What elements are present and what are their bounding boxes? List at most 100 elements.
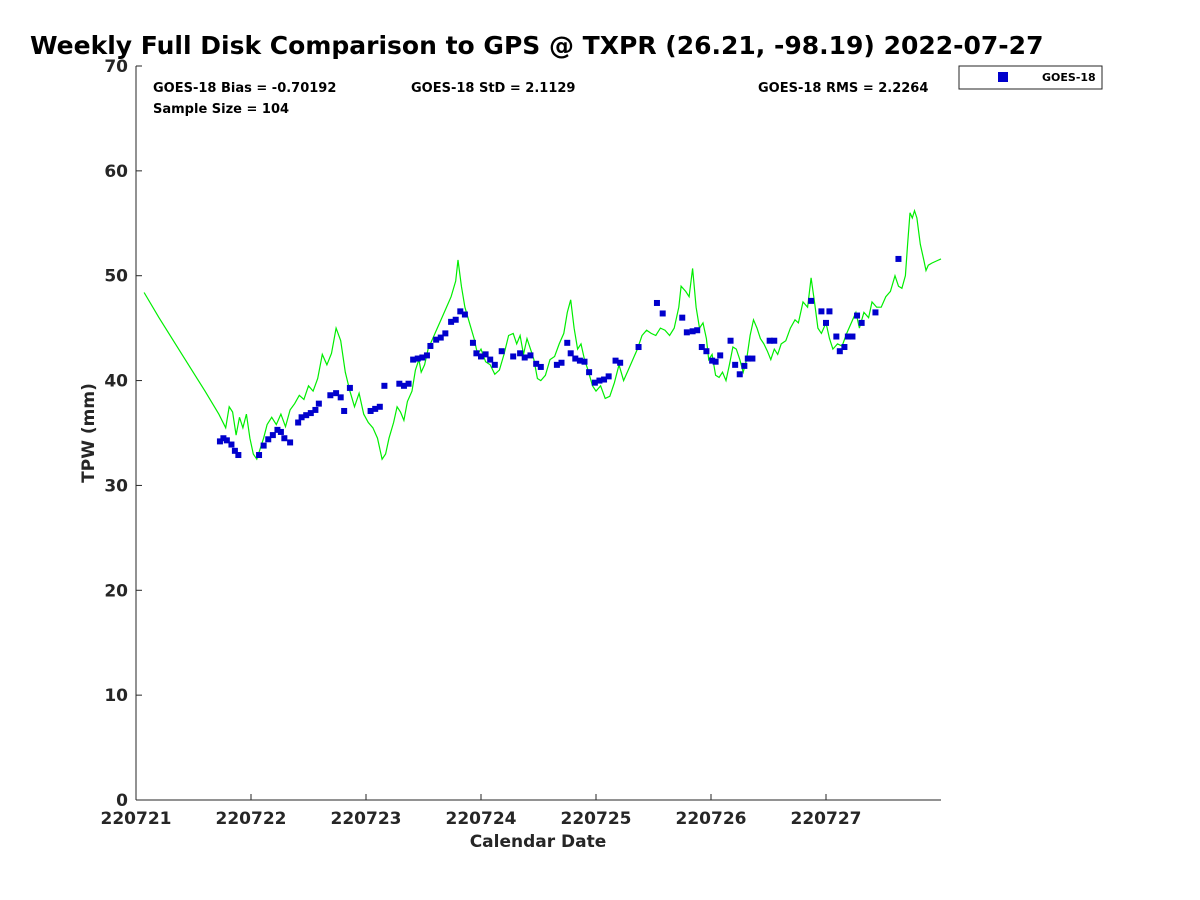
stat-std: GOES-18 StD = 2.1129: [411, 81, 575, 96]
goes18-point: [858, 319, 865, 326]
goes18-point: [617, 359, 624, 366]
goes18-point: [482, 351, 489, 358]
goes18-point: [337, 394, 344, 401]
legend: GOES-18: [958, 65, 1103, 90]
goes18-point: [744, 355, 751, 362]
goes18-point: [448, 318, 455, 325]
x-tick-label: 220726: [676, 809, 747, 829]
goes18-point: [269, 432, 276, 439]
goes18-point: [265, 436, 272, 443]
goes18-point: [872, 309, 879, 316]
goes18-point: [228, 441, 235, 448]
goes18-point: [442, 330, 449, 337]
goes18-point: [612, 357, 619, 364]
goes18-point: [698, 344, 705, 351]
goes18-point: [694, 327, 701, 334]
y-tick-label: 10: [104, 686, 128, 706]
goes18-point: [410, 356, 417, 363]
goes18-point: [223, 437, 230, 444]
goes18-point: [749, 355, 756, 362]
goes18-point: [478, 353, 484, 360]
goes18-point: [473, 350, 480, 357]
goes18-point: [818, 308, 825, 315]
goes18-point: [281, 435, 288, 442]
goes18-point: [572, 355, 579, 362]
goes18-point: [521, 354, 528, 361]
goes18-point: [341, 407, 348, 414]
goes18-point: [712, 358, 719, 365]
goes18-series: [216, 255, 902, 459]
goes18-point: [235, 452, 242, 459]
goes18-point: [405, 380, 412, 387]
y-tick-label: 40: [104, 372, 128, 392]
goes18-point: [461, 311, 468, 318]
goes18-point: [717, 352, 724, 359]
gps-line: [143, 208, 942, 461]
goes18-point: [586, 369, 593, 376]
goes18-point: [414, 355, 421, 362]
chart-title: Weekly Full Disk Comparison to GPS @ TXP…: [30, 31, 1043, 60]
goes18-point: [854, 312, 861, 319]
goes18-point: [841, 344, 848, 351]
goes18-point: [457, 308, 464, 315]
stat-rms: GOES-18 RMS = 2.2264: [758, 81, 928, 96]
gps-series: [143, 208, 942, 461]
goes18-point: [564, 339, 571, 346]
goes18-point: [274, 426, 281, 433]
goes18-point: [581, 358, 588, 365]
y-tick-label: 70: [104, 57, 128, 77]
goes18-point: [510, 353, 517, 360]
goes18-point: [423, 352, 430, 359]
goes18-point: [396, 380, 403, 387]
goes18-point: [376, 403, 383, 410]
goes18-point: [298, 414, 305, 421]
goes18-point: [766, 337, 773, 344]
goes18-point: [498, 348, 505, 355]
goes18-point: [419, 354, 426, 361]
goes18-point: [833, 333, 840, 340]
goes18-point: [381, 382, 388, 389]
goes18-point: [576, 357, 583, 364]
y-tick-label: 50: [104, 267, 128, 287]
goes18-point: [601, 376, 608, 383]
goes18-point: [315, 400, 322, 407]
stat-sample-size: Sample Size = 104: [153, 102, 289, 117]
goes18-point: [849, 333, 856, 340]
goes18-point: [635, 344, 642, 351]
goes18-point: [653, 299, 660, 306]
stat-bias: GOES-18 Bias = -0.70192: [153, 81, 336, 96]
goes18-point: [826, 308, 833, 315]
y-tick-label: 60: [104, 162, 128, 182]
y-tick-label: 20: [104, 581, 128, 601]
goes18-point: [537, 363, 544, 370]
goes18-point: [771, 337, 778, 344]
goes18-point: [491, 361, 498, 368]
goes18-point: [303, 412, 310, 419]
goes18-point: [287, 439, 294, 446]
goes18-point: [823, 319, 829, 326]
goes18-point: [295, 419, 302, 426]
goes18-point: [703, 348, 710, 355]
goes18-point: [452, 316, 459, 323]
goes18-point: [683, 329, 690, 336]
legend-label: GOES-18: [1042, 71, 1096, 84]
x-tick-label: 220727: [791, 809, 862, 829]
legend-marker: [998, 72, 1008, 82]
y-tick-label: 30: [104, 476, 128, 496]
goes18-point: [553, 361, 560, 368]
goes18-point: [727, 337, 734, 344]
goes18-point: [533, 360, 540, 367]
goes18-point: [709, 357, 716, 364]
goes18-point: [895, 255, 902, 262]
y-tick-label: 0: [116, 791, 128, 811]
goes18-point: [307, 410, 314, 417]
goes18-point: [808, 297, 815, 304]
goes18-point: [327, 392, 334, 399]
goes18-point: [469, 339, 476, 346]
x-axis-label: Calendar Date: [470, 832, 607, 852]
goes18-point: [679, 314, 686, 321]
goes18-point: [517, 350, 524, 357]
goes18-point: [277, 428, 284, 435]
goes18-point: [367, 407, 374, 414]
